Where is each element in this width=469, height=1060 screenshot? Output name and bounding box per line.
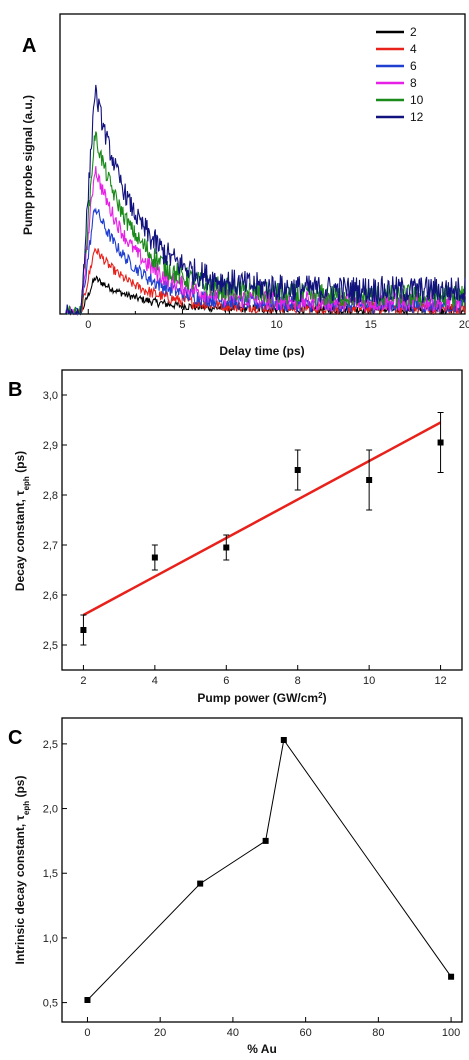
fit-line (82, 421, 442, 617)
x-tick-label: 60 (300, 1027, 312, 1039)
panel-a-label: A (22, 35, 36, 57)
y-tick-label: 1,0 (43, 933, 58, 945)
panel-b-fit (82, 421, 442, 617)
data-point (280, 736, 287, 743)
x-tick-label: 5 (179, 319, 185, 331)
y-tick-label: 1,5 (43, 868, 58, 880)
y-tick-label: 2,5 (43, 739, 58, 751)
data-point (448, 973, 455, 980)
panel-b: B 2 4 6 8 10 12 2,5 2,6 2,7 2,8 2,9 3,0 Pump power … (8, 369, 463, 706)
series-line-8 (65, 166, 466, 315)
x-tick-label: 6 (223, 675, 229, 687)
x-tick-label: 20 (459, 319, 469, 331)
legend-label-6: 6 (410, 59, 417, 73)
y-tick-label: 2,7 (43, 540, 58, 552)
panel-b-xlabel: Pump power (GW/cm2) (197, 691, 326, 706)
panel-c-ylabel: Intrinsic decay constant, τeph (ps) (13, 776, 31, 965)
panel-c-points (84, 736, 455, 1004)
panel-c: C 0 20 40 60 80 100 0,5 1,0 1,5 2,0 2,5 % Au Intri… (8, 717, 463, 1056)
y-tick-label: 2,6 (43, 590, 58, 602)
y-tick-label: 2,5 (43, 640, 58, 652)
panel-c-ticks: 0 20 40 60 80 100 0,5 1,0 1,5 2,0 2,5 (43, 739, 461, 1039)
x-tick-label: 0 (84, 1027, 90, 1039)
panel-b-ticks: 2 4 6 8 10 12 2,5 2,6 2,7 2,8 2,9 3,0 (43, 390, 447, 687)
legend-label-4: 4 (410, 42, 417, 56)
panel-a-x-ticks: 0 5 10 15 20 (85, 309, 469, 331)
series-line-10 (65, 131, 466, 315)
x-tick-label: 10 (271, 319, 283, 331)
panel-a-frame (59, 13, 466, 315)
x-tick-label: 40 (227, 1027, 239, 1039)
x-tick-label: 2 (80, 675, 86, 687)
data-point (294, 467, 301, 473)
y-tick-label: 2,0 (43, 804, 58, 816)
panel-b-label: B (8, 379, 22, 401)
x-tick-label: 100 (442, 1027, 460, 1039)
y-tick-label: 2,9 (43, 440, 58, 452)
data-point (437, 439, 444, 446)
x-tick-label: 15 (365, 319, 377, 331)
panel-c-frame (61, 717, 463, 1023)
panel-a-ylabel: Pump probe signal (a.u.) (21, 95, 35, 235)
x-tick-label: 10 (363, 675, 375, 687)
series-line-12 (65, 84, 466, 317)
data-point (197, 880, 204, 887)
x-tick-label: 8 (295, 675, 301, 687)
x-tick-label: 12 (434, 675, 446, 687)
panel-a: A 0 5 10 15 20 2 4 6 8 10 12 Delay time (ps) Pump… (21, 13, 469, 358)
data-point (84, 997, 91, 1004)
x-tick-label: 4 (152, 675, 158, 687)
y-tick-label: 0,5 (43, 998, 58, 1010)
legend-label-10: 10 (410, 93, 424, 107)
legend-label-12: 12 (410, 110, 424, 124)
legend-label-2: 2 (410, 25, 417, 39)
panel-c-line (87, 738, 452, 1001)
panel-a-legend: 2 4 6 8 10 12 (376, 25, 424, 124)
panel-b-ylabel: Decay constant, τeph (ps) (13, 451, 31, 591)
x-tick-label: 20 (154, 1027, 166, 1039)
y-tick-label: 3,0 (43, 390, 58, 402)
data-point (151, 554, 158, 561)
series-line (87, 738, 452, 1001)
x-tick-label: 80 (372, 1027, 384, 1039)
panel-c-label: C (8, 727, 22, 749)
data-point (366, 477, 373, 483)
panel-b-points (80, 412, 444, 646)
x-tick-label: 0 (85, 319, 91, 331)
data-point (262, 837, 269, 844)
data-point (223, 544, 230, 551)
y-tick-label: 2,8 (43, 490, 58, 502)
data-point (80, 627, 87, 633)
panel-a-curves (65, 84, 466, 317)
panel-b-frame (61, 369, 463, 671)
legend-label-8: 8 (410, 76, 417, 90)
panel-a-xlabel: Delay time (ps) (219, 344, 304, 358)
panel-c-xlabel: % Au (247, 1042, 277, 1056)
